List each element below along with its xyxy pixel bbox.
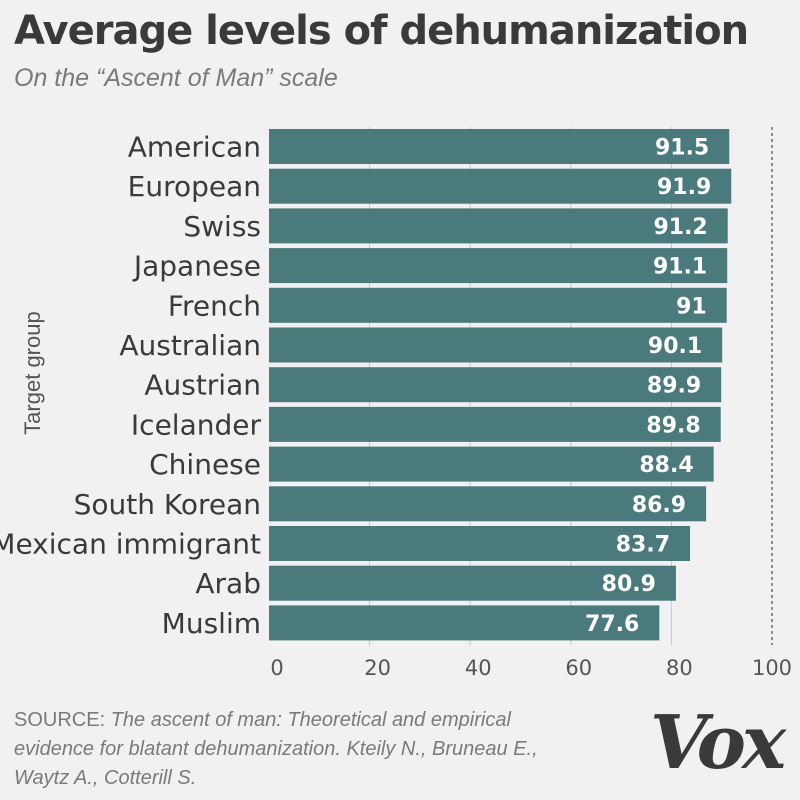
bar-icelander — [269, 406, 721, 442]
category-label-chinese: Chinese — [149, 448, 261, 481]
x-tick-label-60: 60 — [565, 656, 592, 680]
category-label-arab: Arab — [195, 567, 261, 600]
value-label-icelander: 89.8 — [646, 413, 700, 438]
bar-european — [269, 168, 732, 204]
bar-muslim — [269, 605, 660, 641]
category-label-south-korean: South Korean — [74, 488, 261, 521]
value-label-arab: 80.9 — [602, 572, 656, 597]
category-label-european: European — [128, 170, 261, 203]
category-label-icelander: Icelander — [131, 408, 262, 441]
source-citation: The ascent of man: Theoretical and empir… — [14, 709, 538, 789]
x-tick-label-0: 0 — [270, 656, 283, 680]
category-label-austrian: Austrian — [144, 369, 261, 402]
category-label-american: American — [128, 131, 261, 164]
chart-title: Average levels of dehumanization — [14, 8, 749, 54]
value-label-australian: 90.1 — [648, 334, 702, 359]
x-tick-label-80: 80 — [666, 656, 693, 680]
value-label-austrian: 89.9 — [647, 374, 701, 399]
category-label-australian: Australian — [119, 329, 261, 362]
bar-mexican-immigrant — [269, 526, 691, 561]
bar-south-korean — [269, 486, 707, 522]
vox-logo: Vox — [650, 700, 786, 786]
value-label-european: 91.9 — [657, 175, 711, 200]
source-prefix: SOURCE: — [14, 709, 106, 731]
value-label-mexican-immigrant: 83.7 — [616, 533, 670, 558]
value-label-south-korean: 86.9 — [632, 493, 686, 518]
value-label-muslim: 77.6 — [585, 612, 639, 637]
category-label-french: French — [168, 289, 261, 322]
bar-japanese — [269, 248, 728, 284]
value-label-japanese: 91.1 — [653, 255, 707, 280]
value-label-american: 91.5 — [655, 136, 709, 161]
chart-subtitle: On the “Ascent of Man” scale — [14, 64, 338, 92]
y-axis-title: Target group — [20, 311, 45, 435]
x-tick-label-40: 40 — [465, 656, 492, 680]
bar-chinese — [269, 446, 714, 482]
x-tick-label-100: 100 — [752, 656, 792, 680]
category-label-muslim: Muslim — [162, 607, 261, 640]
bar-chart: American 91.5 European 91.9 Swiss 91.2 Japanes… — [0, 127, 792, 680]
source-note: SOURCE: The ascent of man: Theoretical a… — [14, 706, 574, 793]
bar-arab — [269, 565, 676, 601]
bar-swiss — [269, 208, 728, 244]
value-label-chinese: 88.4 — [639, 453, 693, 478]
bar-american — [269, 129, 730, 164]
value-label-swiss: 91.2 — [653, 215, 707, 240]
bar-french — [269, 287, 727, 323]
value-label-french: 91 — [676, 294, 707, 319]
category-label-mexican-immigrant: Mexican immigrant — [0, 528, 261, 561]
bar-australian — [269, 327, 723, 363]
category-label-japanese: Japanese — [132, 250, 261, 283]
bar-austrian — [269, 367, 722, 403]
x-tick-label-20: 20 — [364, 656, 391, 680]
category-label-swiss: Swiss — [183, 210, 261, 243]
